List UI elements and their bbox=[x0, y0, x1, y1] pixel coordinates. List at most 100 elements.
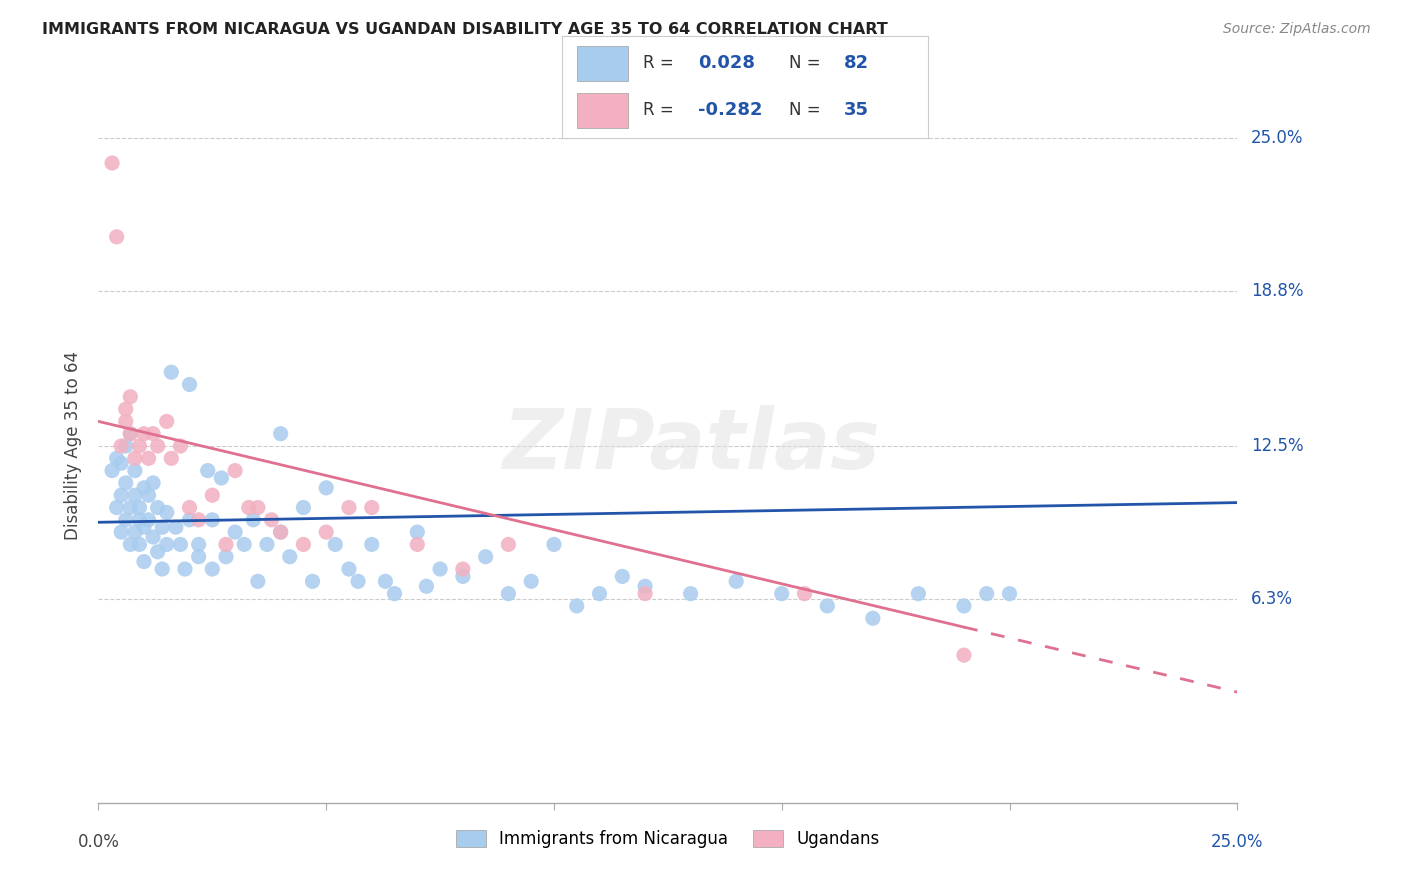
Point bbox=[323, 537, 346, 551]
Point bbox=[110, 488, 132, 502]
Point bbox=[179, 500, 201, 515]
Point bbox=[679, 587, 702, 601]
Point bbox=[114, 513, 136, 527]
Point bbox=[124, 488, 146, 502]
Point bbox=[634, 587, 657, 601]
Point bbox=[132, 481, 155, 495]
FancyBboxPatch shape bbox=[576, 46, 628, 81]
Point bbox=[246, 574, 269, 589]
Point bbox=[101, 464, 124, 478]
Point bbox=[132, 520, 155, 534]
Text: N =: N = bbox=[789, 101, 825, 119]
Point bbox=[105, 451, 128, 466]
Point bbox=[146, 500, 169, 515]
Point bbox=[451, 562, 474, 576]
Point bbox=[725, 574, 748, 589]
Point bbox=[384, 587, 406, 601]
Point bbox=[201, 513, 224, 527]
Point bbox=[179, 513, 201, 527]
Point bbox=[124, 525, 146, 540]
Point bbox=[862, 611, 884, 625]
Text: 0.028: 0.028 bbox=[697, 54, 755, 72]
Point bbox=[124, 451, 146, 466]
Point bbox=[520, 574, 543, 589]
Point bbox=[160, 365, 183, 379]
Point bbox=[415, 579, 437, 593]
Point bbox=[169, 439, 191, 453]
Point bbox=[429, 562, 451, 576]
Text: Source: ZipAtlas.com: Source: ZipAtlas.com bbox=[1223, 22, 1371, 37]
Text: R =: R = bbox=[643, 101, 679, 119]
Point bbox=[120, 537, 142, 551]
Point bbox=[360, 500, 382, 515]
Point bbox=[238, 500, 260, 515]
Point bbox=[150, 562, 173, 576]
Text: 82: 82 bbox=[844, 54, 869, 72]
Point bbox=[128, 513, 150, 527]
Point bbox=[128, 500, 150, 515]
Point bbox=[278, 549, 301, 564]
Point bbox=[197, 464, 219, 478]
Text: 25.0%: 25.0% bbox=[1211, 833, 1264, 851]
Point bbox=[565, 599, 588, 613]
FancyBboxPatch shape bbox=[576, 93, 628, 128]
Point bbox=[101, 156, 124, 170]
Point bbox=[138, 513, 160, 527]
Point bbox=[215, 549, 238, 564]
Text: 35: 35 bbox=[844, 101, 869, 119]
Legend: Immigrants from Nicaragua, Ugandans: Immigrants from Nicaragua, Ugandans bbox=[450, 823, 886, 855]
Text: 25.0%: 25.0% bbox=[1251, 129, 1303, 147]
Point bbox=[110, 439, 132, 453]
Point bbox=[114, 439, 136, 453]
Point bbox=[146, 439, 169, 453]
Point bbox=[114, 414, 136, 428]
Point bbox=[246, 500, 269, 515]
Point bbox=[815, 599, 838, 613]
Point bbox=[128, 537, 150, 551]
Point bbox=[634, 579, 657, 593]
Point bbox=[256, 537, 278, 551]
Point bbox=[233, 537, 256, 551]
Point bbox=[337, 500, 360, 515]
Point bbox=[110, 525, 132, 540]
Text: N =: N = bbox=[789, 54, 825, 72]
Point bbox=[120, 426, 142, 441]
Point bbox=[124, 464, 146, 478]
Point bbox=[976, 587, 998, 601]
Point bbox=[201, 562, 224, 576]
Text: 12.5%: 12.5% bbox=[1251, 437, 1303, 455]
Point bbox=[543, 537, 565, 551]
Point bbox=[315, 481, 337, 495]
Point bbox=[498, 537, 520, 551]
Point bbox=[128, 439, 150, 453]
Point bbox=[292, 500, 315, 515]
Point bbox=[292, 537, 315, 551]
Point bbox=[270, 525, 292, 540]
Point bbox=[114, 475, 136, 490]
Point bbox=[953, 648, 976, 662]
Text: IMMIGRANTS FROM NICARAGUA VS UGANDAN DISABILITY AGE 35 TO 64 CORRELATION CHART: IMMIGRANTS FROM NICARAGUA VS UGANDAN DIS… bbox=[42, 22, 889, 37]
Point bbox=[165, 520, 187, 534]
Point bbox=[406, 537, 429, 551]
Point bbox=[187, 537, 209, 551]
Point bbox=[142, 475, 165, 490]
Point bbox=[156, 537, 179, 551]
Point bbox=[224, 525, 246, 540]
Point bbox=[953, 599, 976, 613]
Point bbox=[120, 390, 142, 404]
Text: 6.3%: 6.3% bbox=[1251, 590, 1294, 607]
Point bbox=[474, 549, 496, 564]
Point bbox=[105, 230, 128, 244]
Point bbox=[337, 562, 360, 576]
Point bbox=[105, 500, 128, 515]
Text: -0.282: -0.282 bbox=[697, 101, 762, 119]
Point bbox=[187, 513, 209, 527]
Point bbox=[770, 587, 793, 601]
Point bbox=[242, 513, 264, 527]
Y-axis label: Disability Age 35 to 64: Disability Age 35 to 64 bbox=[65, 351, 83, 541]
Point bbox=[374, 574, 396, 589]
Point bbox=[793, 587, 815, 601]
Point bbox=[612, 569, 634, 583]
Point bbox=[270, 525, 292, 540]
Point bbox=[907, 587, 929, 601]
